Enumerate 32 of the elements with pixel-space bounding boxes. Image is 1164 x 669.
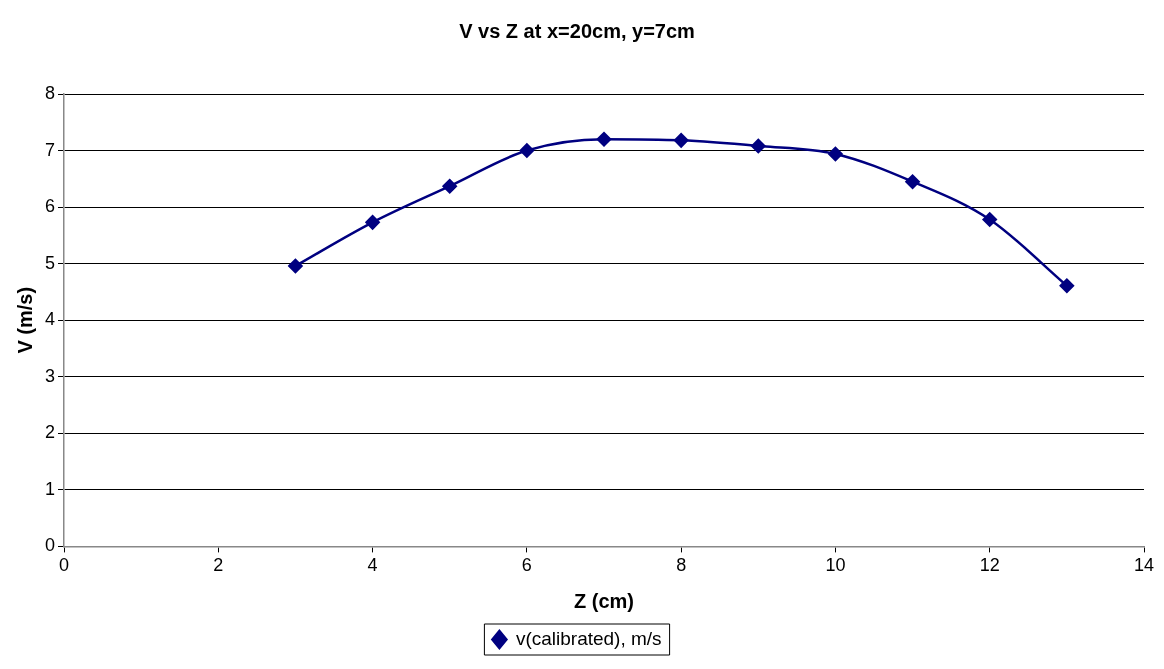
y-axis-title: V (m/s) xyxy=(13,286,36,354)
x-tick-label: 8 xyxy=(676,555,687,576)
y-tick-label: 3 xyxy=(45,365,56,386)
chart-title: V vs Z at x=20cm, y=7cm xyxy=(459,19,695,42)
y-tick-label: 2 xyxy=(45,422,56,443)
x-axis-title: Z (cm) xyxy=(574,589,635,612)
point xyxy=(828,146,843,162)
y-tick-label: 7 xyxy=(45,139,56,160)
x-tick-label: 4 xyxy=(367,555,378,576)
y-tick-label: 5 xyxy=(45,252,56,273)
point xyxy=(1059,278,1075,293)
point xyxy=(519,143,535,158)
y-tick-label: 0 xyxy=(45,535,56,556)
x-tick-label: 0 xyxy=(59,555,70,576)
x-tick-label: 6 xyxy=(521,555,532,576)
point xyxy=(442,178,457,194)
legend-label: v(calibrated), m/s xyxy=(515,627,662,649)
point xyxy=(982,212,997,227)
y-tick-label: 6 xyxy=(45,196,56,217)
x-tick-label: 12 xyxy=(979,555,1000,576)
y-tick-label: 8 xyxy=(45,82,56,103)
y-tick-label: 4 xyxy=(45,309,56,330)
point xyxy=(751,138,766,154)
point xyxy=(288,258,303,274)
x-tick-label: 2 xyxy=(213,555,224,576)
x-tick-label: 10 xyxy=(825,555,846,576)
point xyxy=(673,133,689,148)
point xyxy=(905,174,920,189)
point xyxy=(596,131,612,147)
point xyxy=(365,215,380,230)
x-tick-label: 14 xyxy=(1133,555,1155,576)
y-tick-label: 1 xyxy=(45,478,56,499)
